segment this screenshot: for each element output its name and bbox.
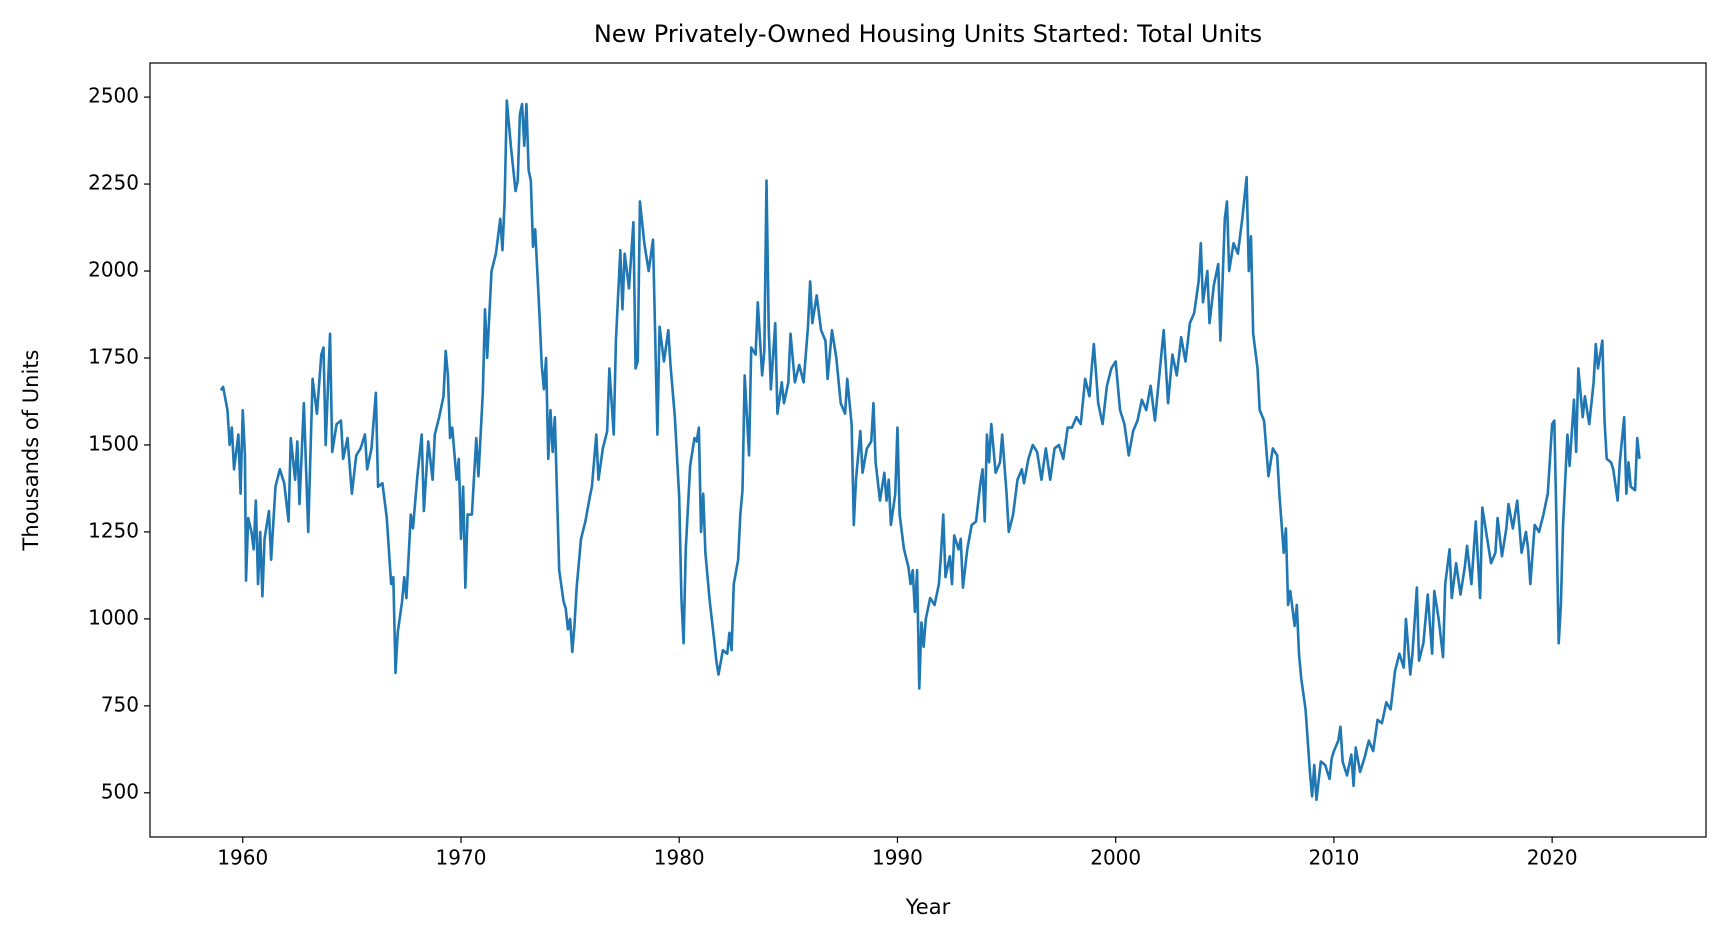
x-tick-label: 1960 bbox=[217, 846, 268, 870]
y-tick-label: 2000 bbox=[88, 258, 139, 282]
y-tick-label: 500 bbox=[101, 779, 139, 803]
x-tick-label: 2000 bbox=[1090, 846, 1141, 870]
y-tick-label: 2250 bbox=[88, 171, 139, 195]
x-tick-label: 1980 bbox=[654, 846, 705, 870]
y-tick-label: 1250 bbox=[88, 518, 139, 542]
x-tick-label: 1990 bbox=[872, 846, 923, 870]
plot-frame bbox=[149, 62, 1707, 838]
data-line bbox=[219, 99, 1641, 802]
y-tick-label: 2500 bbox=[88, 84, 139, 108]
x-axis-label: Year bbox=[905, 895, 951, 919]
y-tick-label: 1000 bbox=[88, 605, 139, 629]
y-tick-label: 1750 bbox=[88, 344, 139, 368]
chart-title: New Privately-Owned Housing Units Starte… bbox=[594, 20, 1262, 48]
y-tick-label: 1500 bbox=[88, 431, 139, 455]
x-tick-label: 2020 bbox=[1527, 846, 1578, 870]
y-tick-label: 750 bbox=[101, 692, 139, 716]
x-tick-label: 1970 bbox=[436, 846, 487, 870]
x-tick-label: 2010 bbox=[1308, 846, 1359, 870]
y-axis-label: Thousands of Units bbox=[19, 350, 43, 552]
